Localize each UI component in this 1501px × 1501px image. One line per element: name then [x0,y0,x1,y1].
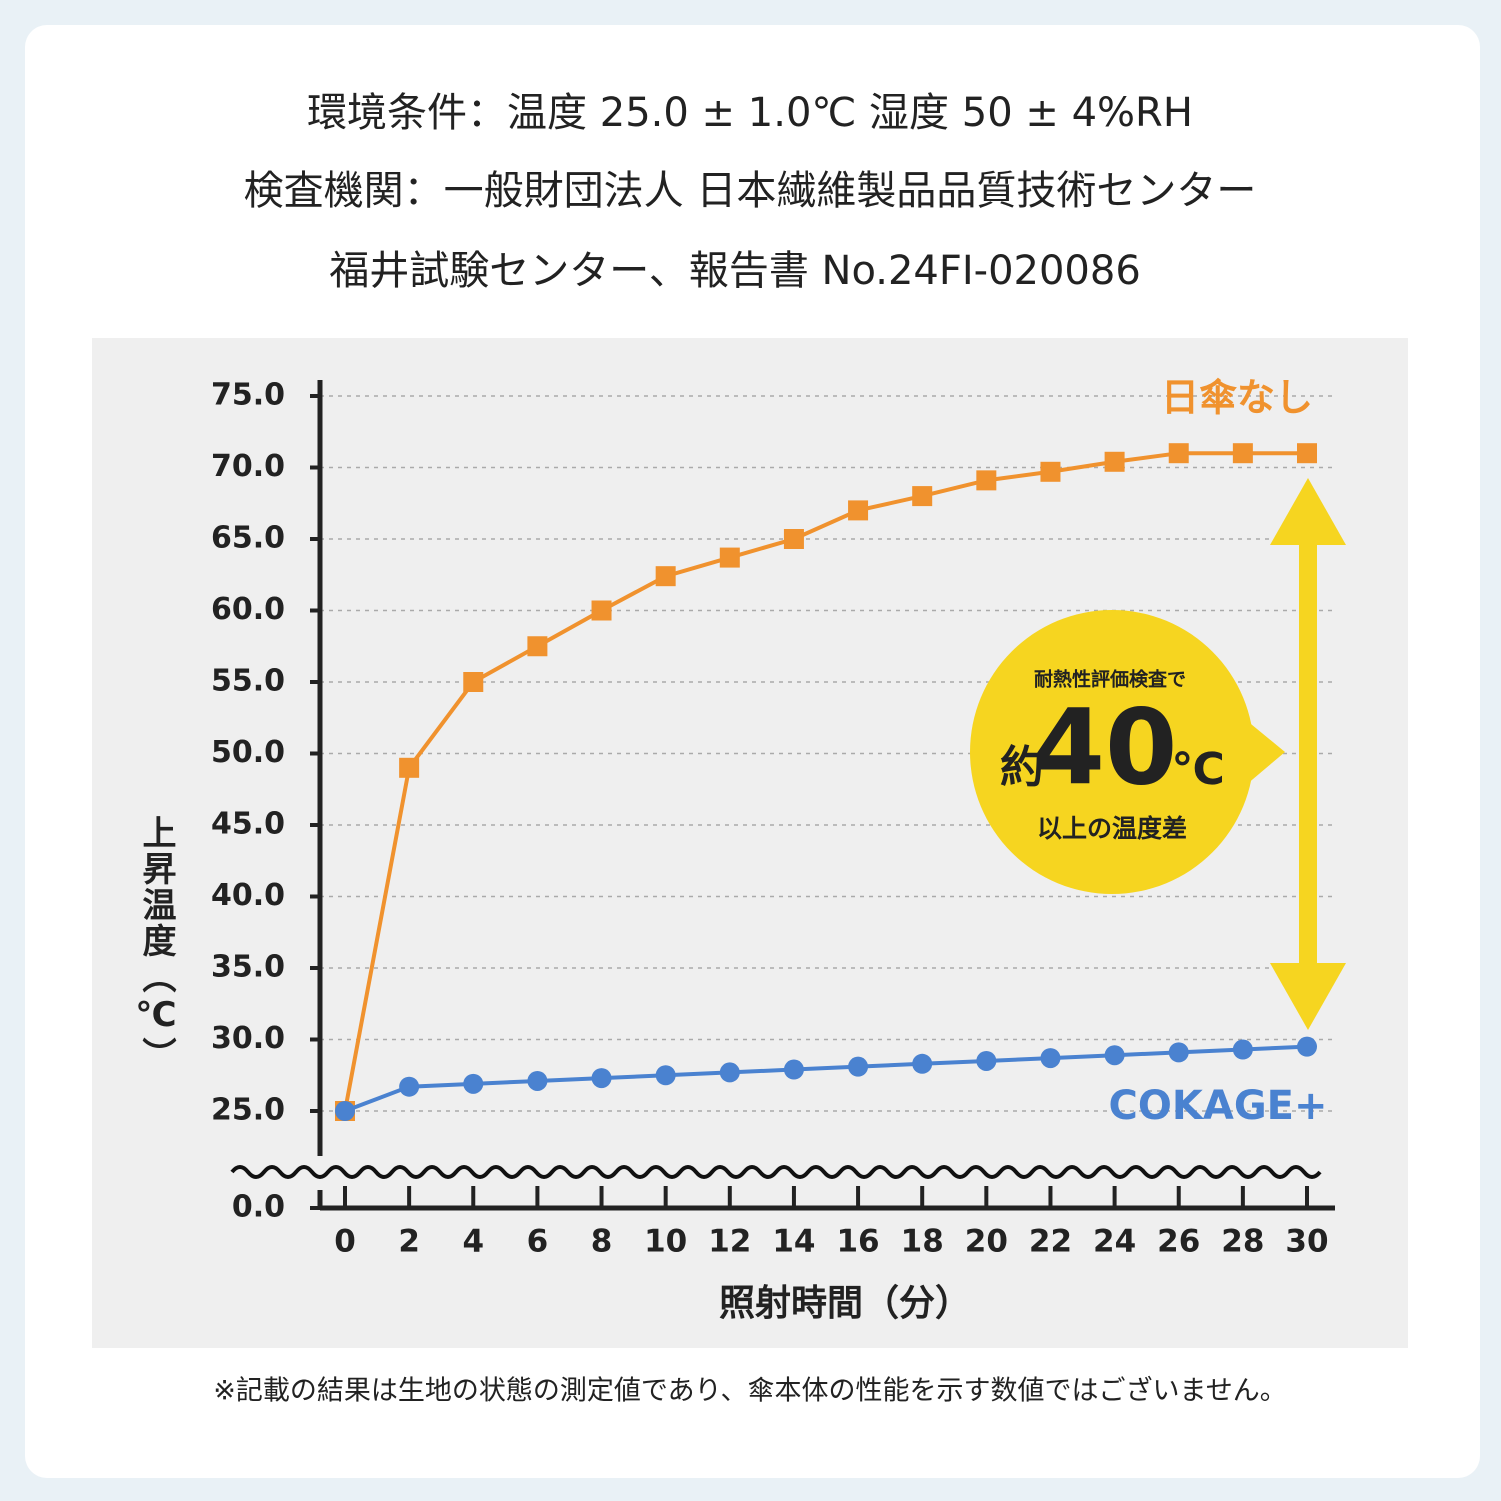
x-tick-label: 12 [708,1224,751,1260]
y-tick-label: 30.0 [211,1021,285,1056]
x-tick-label: 30 [1285,1224,1328,1260]
y-tick-label: 60.0 [211,592,285,627]
annotation-number: 40 [1033,686,1178,808]
axis-break [230,1165,1322,1179]
header-line: 福井試験センター、報告書 No.24FI-020086 [329,248,1141,294]
y-tick-label: 25.0 [211,1093,285,1128]
marker [399,1076,420,1097]
marker [1040,461,1061,482]
marker [1104,1045,1125,1066]
header-line: 検査機関：一般財団法人 日本繊維製品品質技術センター [244,168,1257,214]
x-tick-label: 8 [591,1224,613,1260]
x-tick-label: 14 [772,1224,815,1260]
marker [527,636,548,657]
marker [335,1101,355,1121]
series-line [343,451,1307,1112]
x-tick-label: 16 [836,1224,879,1260]
y-axis-label: 上昇温度（℃） [136,815,176,1073]
y-tick-label: 65.0 [211,521,285,556]
marker [1232,1039,1253,1060]
marker [912,1053,933,1074]
y-tick-label: 70.0 [211,449,285,484]
y-tick-label: 55.0 [211,664,285,699]
annotation-top: 耐熱性評価検査で [1034,668,1186,691]
marker [1297,1036,1317,1057]
x-tick-label: 10 [644,1224,687,1260]
y-tick-label: 0.0 [232,1190,285,1225]
marker [655,566,676,587]
marker [783,1059,804,1080]
annotation-bottom: 以上の温度差 [1037,814,1187,843]
x-tick-label: 2 [398,1224,420,1260]
marker [463,672,484,692]
marker [591,1068,612,1089]
marker [1168,443,1189,464]
marker [399,757,420,778]
series-line [344,1044,1308,1113]
footer-note: ※記載の結果は生地の状態の測定値であり、傘本体の性能を示す数値ではございません。 [213,1376,1286,1407]
marker [1297,443,1317,464]
marker [1232,443,1253,464]
marker [848,500,869,521]
marker [719,1062,740,1083]
annotation-prefix: 約 [1000,742,1044,793]
marker [1040,1048,1061,1069]
x-axis-label: 照射時間（分） [719,1283,971,1324]
annotation-unit: ℃ [1171,744,1224,795]
x-tick-label: 18 [901,1224,944,1260]
x-tick-label: 28 [1221,1224,1264,1260]
y-tick-label: 35.0 [211,950,285,985]
marker [591,600,612,621]
marker [912,486,933,507]
marker [527,1070,548,1091]
header-line: 環境条件：温度 25.0 ± 1.0℃ 湿度 50 ± 4%RH [307,90,1193,136]
difference-arrow [970,478,1346,1030]
legend-label: COKAGE+ [1109,1083,1328,1129]
marker [655,1065,676,1086]
y-tick-label: 40.0 [211,878,285,913]
x-tick-label: 24 [1093,1224,1136,1260]
y-tick-label: 45.0 [211,807,285,842]
marker [1168,1042,1189,1063]
marker [1104,451,1125,472]
legend-label: 日傘なし [1161,376,1313,420]
x-tick-label: 6 [527,1224,549,1260]
marker [783,529,804,549]
x-tick-label: 26 [1157,1224,1200,1260]
marker [976,1050,997,1071]
marker [848,1056,869,1077]
y-tick-label: 50.0 [211,735,285,770]
x-tick-label: 0 [334,1224,356,1260]
x-tick-label: 22 [1029,1224,1072,1260]
marker [719,547,740,568]
x-tick-label: 20 [965,1224,1008,1260]
y-tick-label: 75.0 [211,378,285,413]
marker [463,1073,484,1094]
marker [976,470,997,491]
x-tick-label: 4 [462,1224,484,1260]
